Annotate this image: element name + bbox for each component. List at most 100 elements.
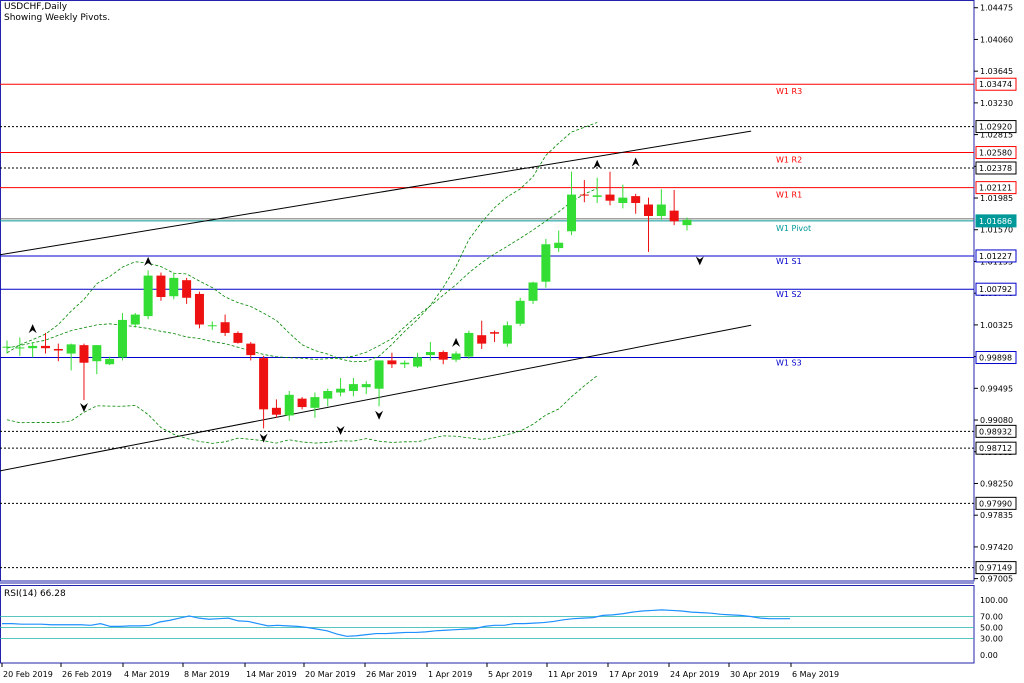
price-tag [975,561,1017,575]
x-tick-label: 11 Apr 2019 [548,670,597,679]
pivot-label: W1 R1 [776,191,802,200]
fractal-arrow [452,337,461,347]
fractal-arrow [79,403,88,413]
candle-body [682,219,692,226]
y-tick-label: 1.03230 [980,99,1013,108]
candle-body [284,394,294,416]
candle-body [117,319,127,358]
price-tag-label: 1.02920 [979,123,1012,132]
candle-body [336,388,346,393]
candle-body [233,332,243,343]
candle-body [541,244,551,282]
x-tick-label: 20 Feb 2019 [3,670,53,679]
candle-body [413,357,423,367]
candle-body [259,358,269,410]
fractal-arrow [593,159,602,169]
y-tick-label: 0.99495 [980,384,1013,393]
candle-body [644,204,653,216]
price-tag [975,77,1017,91]
candle-body [15,347,25,349]
pivot-label: W1 R3 [776,87,802,96]
price-tag-label: 0.97990 [979,499,1012,508]
candle-body [374,360,384,389]
candles [2,171,692,429]
candle-body [297,398,307,408]
rsi-label: RSI(14) 66.28 [4,589,66,599]
price-tag [975,441,1017,455]
y-tick-label: 1.01570 [980,226,1013,235]
candle-body [400,362,410,365]
candle-body [554,242,564,249]
price-tag-label: 0.98932 [979,427,1012,436]
bollinger-bands [6,122,598,444]
y-tick-label: 1.02815 [980,131,1013,140]
y-tick-label: 1.00325 [980,321,1013,330]
candle-body [567,194,577,232]
x-tick-label: 6 May 2019 [792,670,839,679]
candle-body [246,343,256,356]
price-tag [975,181,1017,195]
price-tag [975,282,1017,296]
pivot-label: W1 S3 [776,359,802,368]
y-tick-label: 1.03645 [980,67,1013,76]
price-tag-label: 1.01686 [979,217,1012,226]
x-tick-label: 24 Apr 2019 [670,670,719,679]
candle-body [592,195,602,197]
price-tag-label: 1.01227 [979,252,1012,261]
rsi-tick-label: 100.00 [980,596,1008,605]
fractal-arrow [259,433,268,443]
candle-body [669,210,679,222]
price-tag-label: 1.02378 [979,164,1012,173]
candle-body [477,335,487,344]
candle-body [515,300,525,324]
candle-body [79,345,89,363]
rsi-tick-label: 50.00 [980,624,1003,633]
candle-body [156,275,166,297]
price-tag [975,496,1017,510]
fractal-arrow [375,410,384,420]
candle-body [143,275,153,317]
candle-body [40,345,50,349]
price-tag-label: 1.02121 [979,184,1012,193]
x-tick-label: 26 Feb 2019 [62,670,112,679]
trendline [0,324,752,472]
price-tag [975,120,1017,134]
pivot-label: W1 S1 [776,257,802,266]
candle-body [387,360,397,365]
x-tick-label: 14 Mar 2019 [246,670,297,679]
pivot-label: W1 R2 [776,156,802,165]
rsi-tick-label: 70.00 [980,613,1003,622]
candle-body [169,277,179,297]
trendlines [0,130,752,472]
candle-body [28,345,38,349]
price-tag-label: 1.02580 [979,149,1012,158]
x-tick-label: 26 Mar 2019 [366,670,417,679]
rsi-tick-label: 30.00 [980,635,1003,644]
candle-body [130,314,140,325]
x-tick-label: 17 Apr 2019 [609,670,658,679]
candle-body [631,196,641,203]
candle-body [502,325,512,344]
rsi-panel: 100.00 70.00 50.00 30.00 0.00 [0,596,1008,660]
chart-subtitle: Showing Weekly Pivots. [4,13,111,23]
fractal-arrow [336,425,345,435]
candle-body [451,353,461,360]
fractal-arrow [695,256,704,266]
candle-body [323,390,333,399]
dotted-levels [0,126,974,569]
price-tags: 1.03474 1.02920 1.02580 1.02378 1.02121 1.016… [975,77,1017,575]
price-tag [975,424,1017,438]
pivot-levels: W1 R3 W1 R2 W1 R1 W1 Pivot W1 S1 W1 S2 W1 S3 [0,83,974,368]
price-tag-label: 1.00792 [979,285,1012,294]
chart-title: USDCHF,Daily [4,2,68,12]
candle-body [438,352,448,360]
candle-body [528,282,538,301]
candle-body [618,197,628,203]
trendline [0,130,752,256]
y-tick-label: 1.04060 [980,35,1013,44]
x-tick-label: 30 Apr 2019 [730,670,779,679]
candle-body [53,348,63,351]
candle-body [579,194,589,196]
y-tick-label: 1.01985 [980,194,1013,203]
